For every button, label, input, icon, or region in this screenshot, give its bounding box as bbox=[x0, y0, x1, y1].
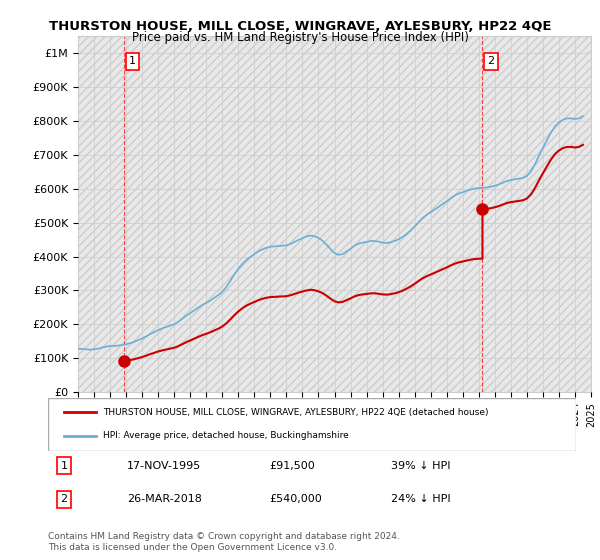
Text: 39% ↓ HPI: 39% ↓ HPI bbox=[391, 461, 451, 471]
Text: 26-MAR-2018: 26-MAR-2018 bbox=[127, 494, 202, 505]
Text: 1: 1 bbox=[61, 461, 67, 471]
Text: Price paid vs. HM Land Registry's House Price Index (HPI): Price paid vs. HM Land Registry's House … bbox=[131, 31, 469, 44]
Text: 17-NOV-1995: 17-NOV-1995 bbox=[127, 461, 202, 471]
Text: 2: 2 bbox=[60, 494, 67, 505]
Text: THURSTON HOUSE, MILL CLOSE, WINGRAVE, AYLESBURY, HP22 4QE: THURSTON HOUSE, MILL CLOSE, WINGRAVE, AY… bbox=[49, 20, 551, 32]
Text: 1: 1 bbox=[129, 57, 136, 66]
FancyBboxPatch shape bbox=[48, 398, 576, 451]
Text: HPI: Average price, detached house, Buckinghamshire: HPI: Average price, detached house, Buck… bbox=[103, 431, 349, 440]
Text: 24% ↓ HPI: 24% ↓ HPI bbox=[391, 494, 451, 505]
Text: Contains HM Land Registry data © Crown copyright and database right 2024.
This d: Contains HM Land Registry data © Crown c… bbox=[48, 532, 400, 552]
Text: £540,000: £540,000 bbox=[270, 494, 323, 505]
Text: 2: 2 bbox=[487, 57, 494, 66]
Text: £91,500: £91,500 bbox=[270, 461, 316, 471]
Text: THURSTON HOUSE, MILL CLOSE, WINGRAVE, AYLESBURY, HP22 4QE (detached house): THURSTON HOUSE, MILL CLOSE, WINGRAVE, AY… bbox=[103, 408, 489, 417]
